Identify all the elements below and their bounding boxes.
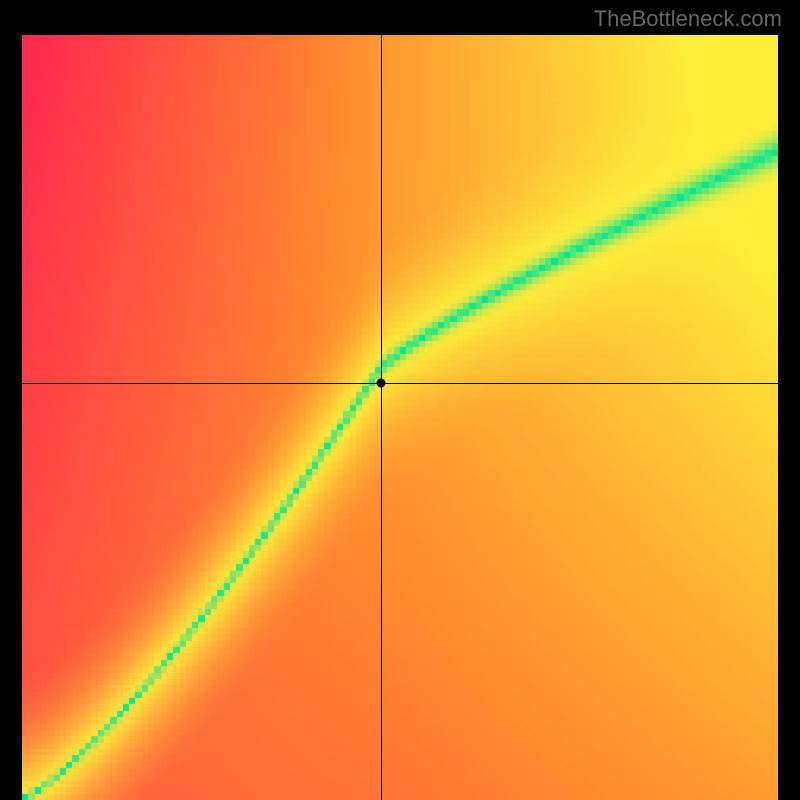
chart-container: TheBottleneck.com bbox=[0, 0, 800, 800]
crosshair-dot bbox=[377, 379, 386, 388]
heatmap-plot-area bbox=[22, 35, 778, 800]
crosshair-vertical bbox=[381, 35, 382, 800]
heatmap-canvas bbox=[22, 35, 778, 800]
crosshair-horizontal bbox=[22, 383, 778, 384]
watermark: TheBottleneck.com bbox=[594, 6, 782, 32]
